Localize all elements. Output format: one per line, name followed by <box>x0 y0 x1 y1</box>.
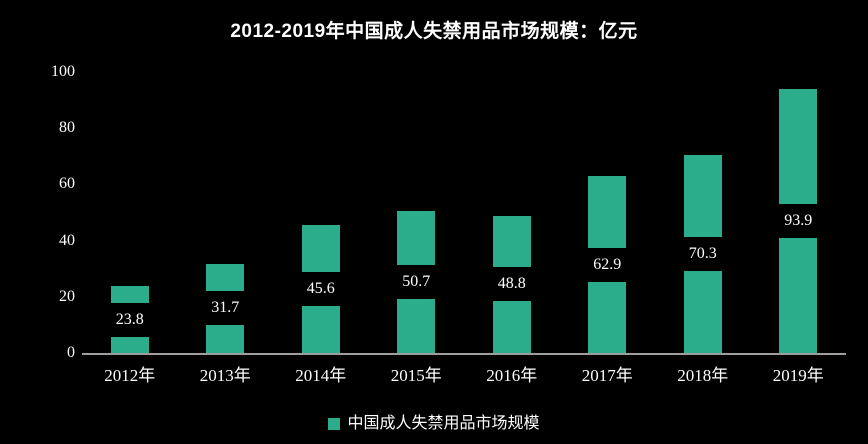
chart-title: 2012-2019年中国成人失禁用品市场规模：亿元 <box>230 21 638 42</box>
legend-label: 中国成人失禁用品市场规模 <box>347 415 540 432</box>
y-axis-tick-label: 20 <box>59 287 75 305</box>
x-axis-category-label: 2016年 <box>486 366 538 385</box>
bar-2017年: 62.9 <box>588 176 627 353</box>
x-axis-line <box>82 353 846 355</box>
y-axis-tick-label: 80 <box>59 119 75 137</box>
y-axis-tick-label: 100 <box>51 63 75 80</box>
bar-2013年: 31.7 <box>206 263 245 353</box>
bar-value-label: 48.8 <box>492 267 531 302</box>
x-axis-category-label: 2018年 <box>677 366 729 385</box>
y-axis-tick-label: 60 <box>59 175 75 193</box>
plot-area: 0 20 40 60 80 100 23.8 2012年 31.7 2013年 45.6 2014年 5… <box>51 63 846 385</box>
bar-value-label: 93.9 <box>779 204 818 239</box>
x-axis-category-label: 2012年 <box>104 366 156 385</box>
x-axis-category-label: 2013年 <box>199 366 251 385</box>
bar-2012年: 23.8 <box>110 286 149 353</box>
y-axis-tick-label: 0 <box>67 344 75 361</box>
bar-value-label: 62.9 <box>588 247 627 282</box>
bar-2018年: 70.3 <box>683 155 722 353</box>
bar-value-label: 50.7 <box>397 264 436 299</box>
bar-2014年: 45.6 <box>301 224 340 353</box>
x-axis-category-label: 2019年 <box>772 366 824 385</box>
y-axis-tick-label: 40 <box>59 231 75 249</box>
bar-value-label: 70.3 <box>683 237 722 272</box>
x-axis-category-label: 2014年 <box>295 366 347 385</box>
bar-2016年: 48.8 <box>492 215 531 353</box>
legend-swatch <box>328 418 341 430</box>
bar-value-label: 45.6 <box>301 271 340 306</box>
bar-2015年: 50.7 <box>397 210 436 353</box>
legend: 中国成人失禁用品市场规模 <box>0 415 868 433</box>
bar-value-label: 31.7 <box>206 291 245 326</box>
bar-2019年: 93.9 <box>779 89 818 353</box>
x-axis-category-label: 2015年 <box>390 366 442 385</box>
x-axis-category-label: 2017年 <box>581 366 633 385</box>
bar-value-label: 23.8 <box>110 302 149 337</box>
